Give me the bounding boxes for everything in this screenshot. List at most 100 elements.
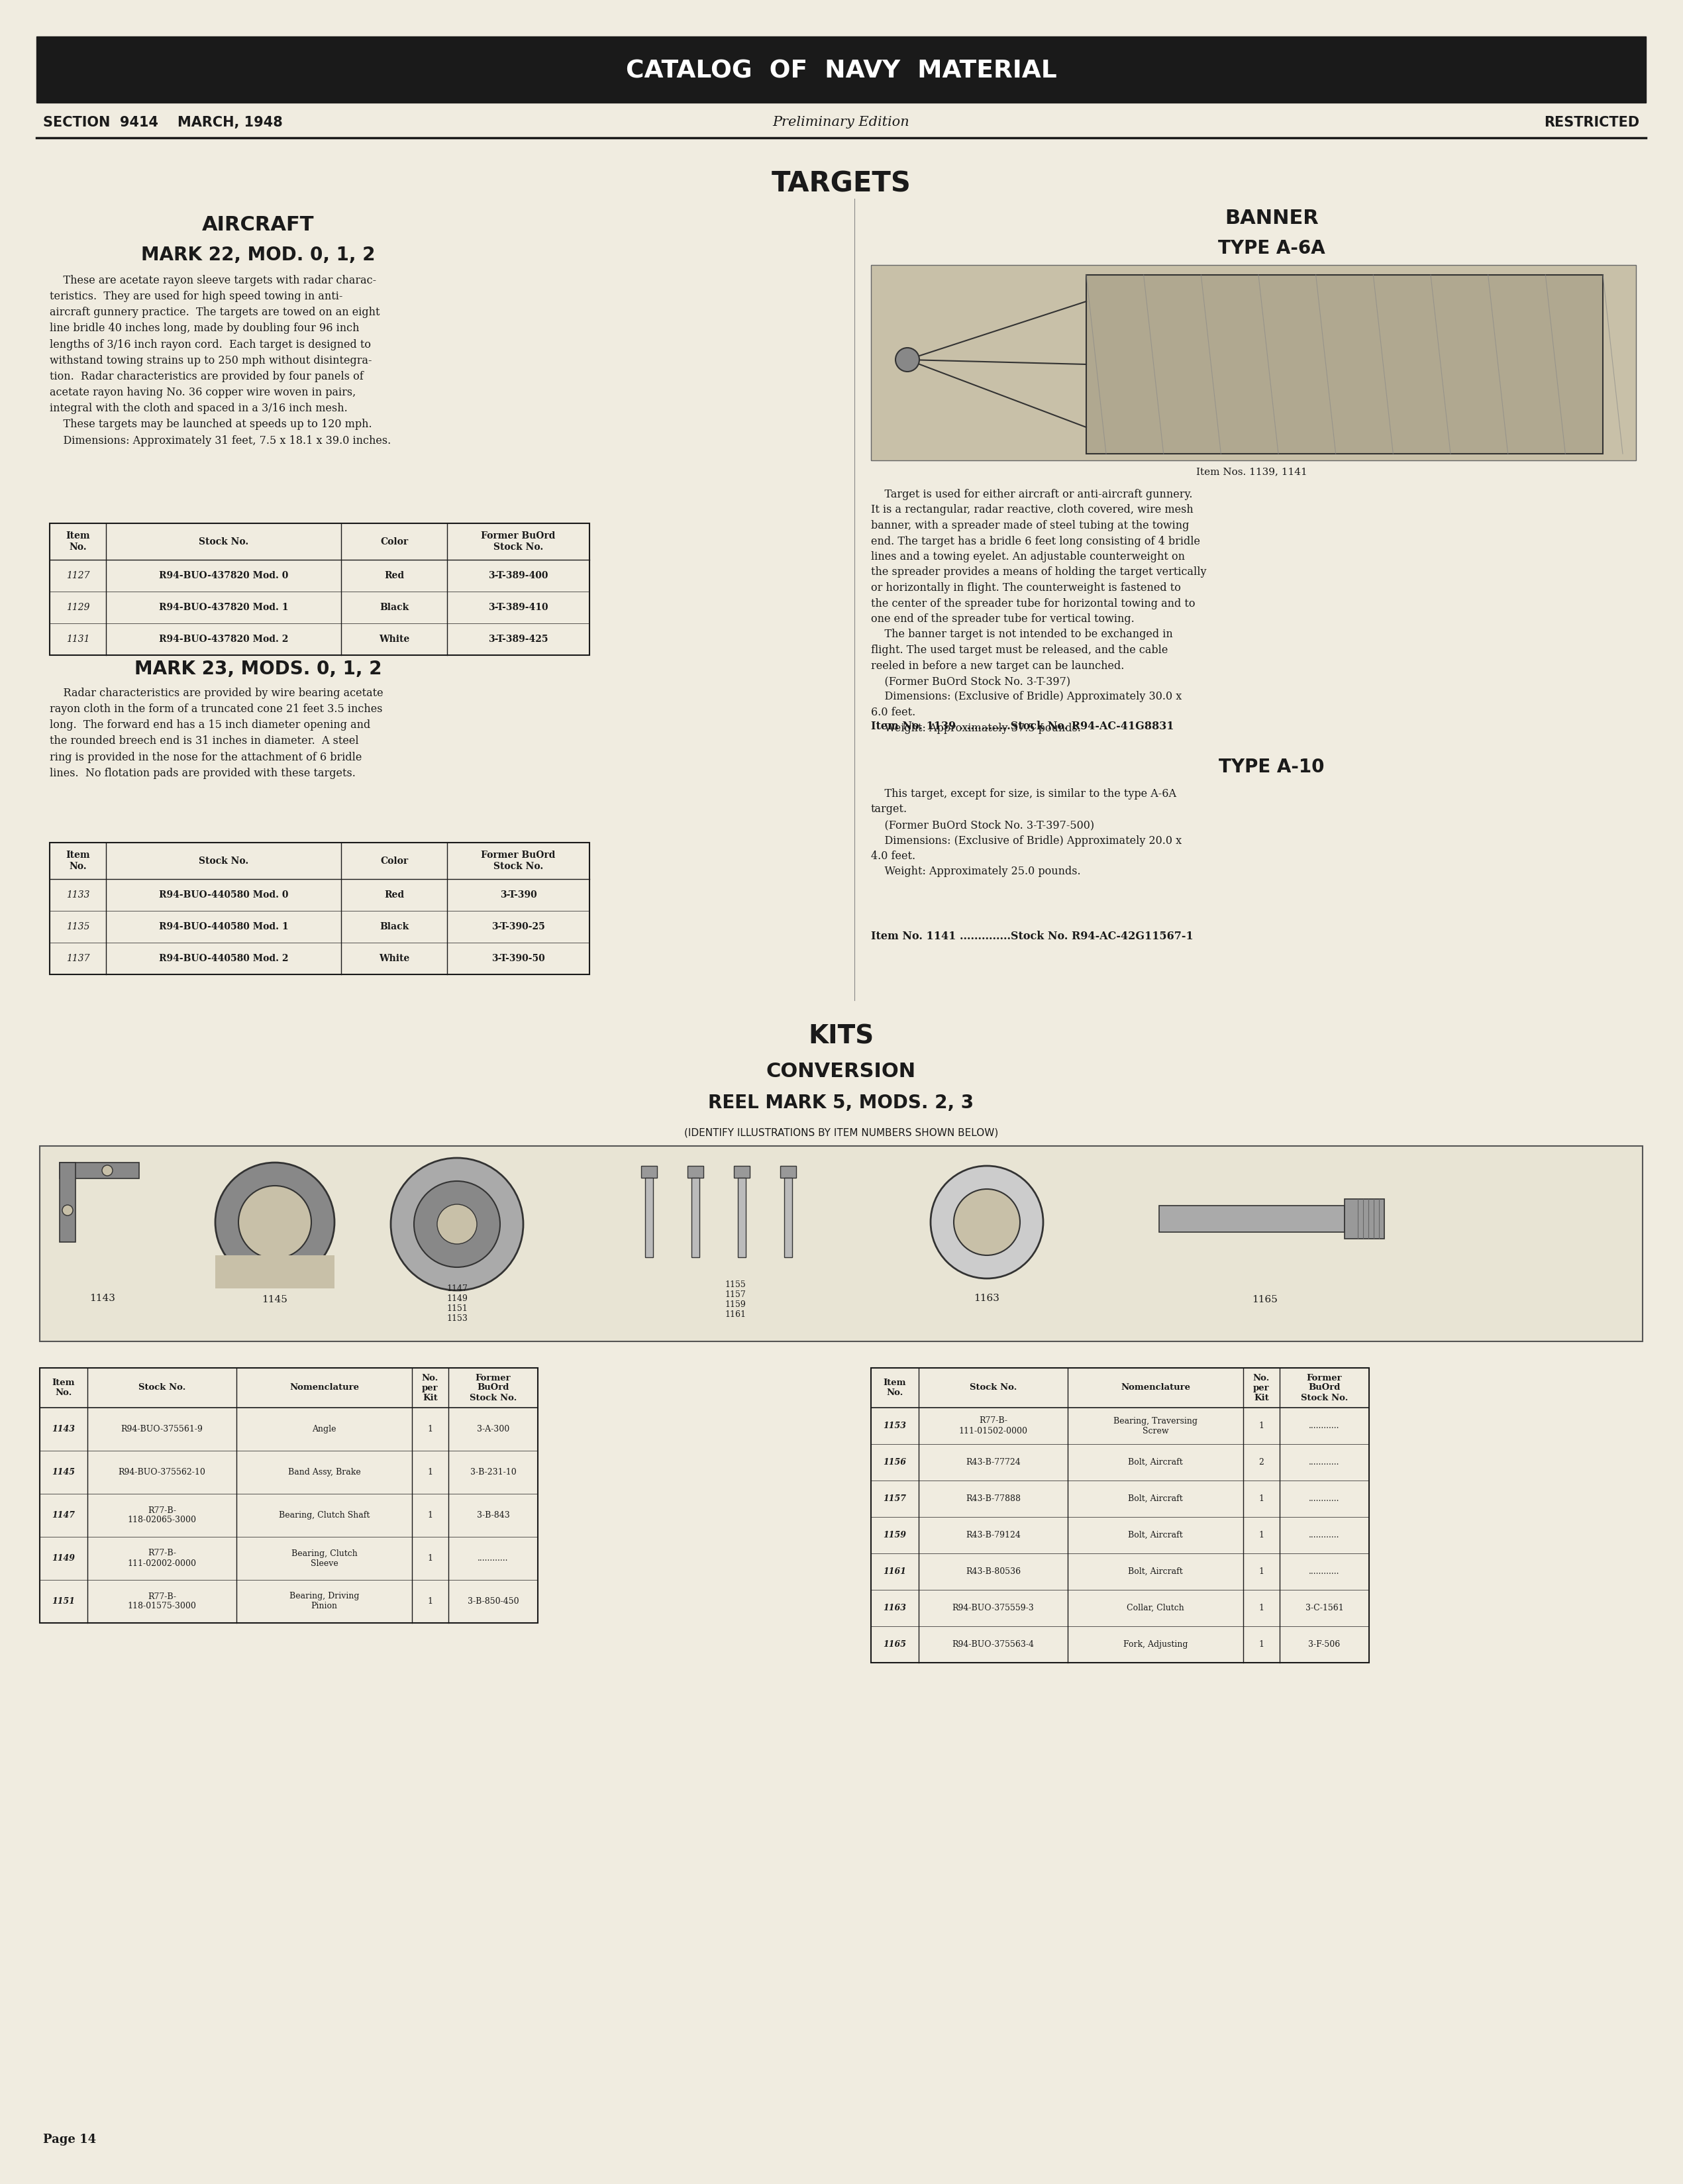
Text: R77-B-
118-01575-3000: R77-B- 118-01575-3000 <box>128 1592 197 1610</box>
Text: R43-B-80536: R43-B-80536 <box>966 1568 1020 1577</box>
Text: 1: 1 <box>1259 1494 1264 1503</box>
Circle shape <box>438 1203 476 1245</box>
Text: 1: 1 <box>1259 1603 1264 1612</box>
Text: 1129: 1129 <box>66 603 89 612</box>
Text: Target is used for either aircraft or anti-aircraft gunnery.
It is a rectangular: Target is used for either aircraft or an… <box>872 489 1207 734</box>
Bar <box>692 1177 700 1258</box>
Text: ............: ............ <box>1309 1494 1340 1503</box>
Text: 2: 2 <box>1259 1459 1264 1468</box>
Text: R94-BUO-440580 Mod. 2: R94-BUO-440580 Mod. 2 <box>158 954 288 963</box>
Text: 1: 1 <box>1259 1640 1264 1649</box>
Text: Angle: Angle <box>311 1424 337 1433</box>
Text: 3-T-389-400: 3-T-389-400 <box>488 570 549 581</box>
Bar <box>734 1166 749 1177</box>
Text: Fork, Adjusting: Fork, Adjusting <box>1123 1640 1188 1649</box>
Text: Page 14: Page 14 <box>44 2134 96 2145</box>
Text: 3-T-389-425: 3-T-389-425 <box>488 636 549 644</box>
Text: Bearing, Clutch
Sleeve: Bearing, Clutch Sleeve <box>291 1548 357 1568</box>
Bar <box>688 1166 703 1177</box>
Text: R94-BUO-440580 Mod. 0: R94-BUO-440580 Mod. 0 <box>158 891 288 900</box>
Text: Color: Color <box>380 856 407 865</box>
Circle shape <box>239 1186 311 1258</box>
Text: 1: 1 <box>427 1511 433 1520</box>
Text: MARK 22, MOD. 0, 1, 2: MARK 22, MOD. 0, 1, 2 <box>141 247 375 264</box>
Text: ............: ............ <box>478 1555 508 1562</box>
Text: Item No. 1139 ..............Stock No. R94-AC-41G8831: Item No. 1139 ..............Stock No. R9… <box>872 721 1175 732</box>
Text: CATALOG  OF  NAVY  MATERIAL: CATALOG OF NAVY MATERIAL <box>626 59 1057 83</box>
Bar <box>1160 1206 1345 1232</box>
Text: 1: 1 <box>427 1597 433 1605</box>
Text: 1156: 1156 <box>884 1459 907 1468</box>
Text: 3-T-390-25: 3-T-390-25 <box>491 922 545 930</box>
Bar <box>37 37 1646 103</box>
Text: Bearing, Traversing
Screw: Bearing, Traversing Screw <box>1114 1417 1198 1435</box>
Text: 1157: 1157 <box>884 1494 907 1503</box>
Text: 1133: 1133 <box>66 891 89 900</box>
Text: No.
per
Kit: No. per Kit <box>422 1374 439 1402</box>
Text: Color: Color <box>380 537 407 546</box>
Text: CLA: CLA <box>44 44 106 70</box>
Text: 1149: 1149 <box>52 1555 76 1562</box>
Text: R43-B-77724: R43-B-77724 <box>966 1459 1020 1468</box>
Text: 3-B-850-450: 3-B-850-450 <box>468 1597 518 1605</box>
Text: R94-BUO-375559-3: R94-BUO-375559-3 <box>953 1603 1033 1612</box>
Text: 1: 1 <box>1259 1568 1264 1577</box>
Circle shape <box>103 1166 113 1175</box>
Text: Stock No.: Stock No. <box>199 856 249 865</box>
Text: ............: ............ <box>1309 1459 1340 1468</box>
Text: Black: Black <box>379 603 409 612</box>
Text: R94-BUO-437820 Mod. 2: R94-BUO-437820 Mod. 2 <box>158 636 288 644</box>
Text: Bolt, Aircraft: Bolt, Aircraft <box>1128 1459 1183 1468</box>
Bar <box>1086 275 1602 454</box>
Text: Stock No.: Stock No. <box>199 537 249 546</box>
Text: Former BuOrd
Stock No.: Former BuOrd Stock No. <box>481 531 555 553</box>
Text: Nomenclature: Nomenclature <box>289 1382 358 1391</box>
Text: CONVERSION: CONVERSION <box>766 1061 916 1081</box>
Text: 1: 1 <box>1259 1531 1264 1540</box>
Text: 3-B-231-10: 3-B-231-10 <box>470 1468 517 1476</box>
Text: TARGETS: TARGETS <box>771 170 911 199</box>
Circle shape <box>390 1158 523 1291</box>
Text: R43-B-79124: R43-B-79124 <box>966 1531 1020 1540</box>
Text: 1151: 1151 <box>52 1597 76 1605</box>
Text: ............: ............ <box>1309 1531 1340 1540</box>
Text: 1163: 1163 <box>974 1293 1000 1304</box>
Text: 1155
1157
1159
1161: 1155 1157 1159 1161 <box>725 1280 746 1319</box>
Circle shape <box>414 1182 500 1267</box>
Text: R94-BUO-375561-9: R94-BUO-375561-9 <box>121 1424 204 1433</box>
Text: Item
No.: Item No. <box>52 1378 76 1398</box>
Text: TYPE A-6A: TYPE A-6A <box>1218 238 1325 258</box>
Text: 3-T-389-410: 3-T-389-410 <box>488 603 549 612</box>
Text: 1137: 1137 <box>66 954 89 963</box>
Text: R94-BUO-437820 Mod. 0: R94-BUO-437820 Mod. 0 <box>158 570 288 581</box>
Text: R94-BUO-440580 Mod. 1: R94-BUO-440580 Mod. 1 <box>158 922 288 930</box>
Bar <box>872 264 1636 461</box>
Text: 1143: 1143 <box>89 1293 116 1304</box>
Text: 1145: 1145 <box>52 1468 76 1476</box>
Bar <box>872 1367 1368 1662</box>
Bar <box>1345 1199 1385 1238</box>
Text: R77-B-
118-02065-3000: R77-B- 118-02065-3000 <box>128 1507 197 1524</box>
Text: 1147
1149
1151
1153: 1147 1149 1151 1153 <box>446 1284 468 1324</box>
Text: No.
per
Kit: No. per Kit <box>1254 1374 1271 1402</box>
Text: 1: 1 <box>427 1424 433 1433</box>
Text: 3-C-1561: 3-C-1561 <box>1306 1603 1343 1612</box>
Text: 1127: 1127 <box>66 570 89 581</box>
Bar <box>737 1177 746 1258</box>
Text: Band Assy, Brake: Band Assy, Brake <box>288 1468 360 1476</box>
Bar <box>781 1166 796 1177</box>
Text: Radar characteristics are provided by wire bearing acetate
rayon cloth in the fo: Radar characteristics are provided by wi… <box>50 688 384 780</box>
Text: Collar, Clutch: Collar, Clutch <box>1126 1603 1185 1612</box>
Text: 1165: 1165 <box>1252 1295 1277 1304</box>
Text: Item No. 1141 ..............Stock No. R94-AC-42G11567-1: Item No. 1141 ..............Stock No. R9… <box>872 930 1193 941</box>
Circle shape <box>954 1188 1020 1256</box>
Text: Bolt, Aircraft: Bolt, Aircraft <box>1128 1494 1183 1503</box>
Text: ............: ............ <box>1309 1568 1340 1577</box>
Text: Bearing, Clutch Shaft: Bearing, Clutch Shaft <box>279 1511 370 1520</box>
Bar <box>645 1177 653 1258</box>
Text: 1: 1 <box>1259 1422 1264 1431</box>
Text: 94: 94 <box>143 39 197 76</box>
Text: 1143: 1143 <box>52 1424 76 1433</box>
Text: These are acetate rayon sleeve targets with radar charac-
teristics.  They are u: These are acetate rayon sleeve targets w… <box>50 275 390 446</box>
Text: Item Nos. 1139, 1141: Item Nos. 1139, 1141 <box>1197 467 1308 476</box>
